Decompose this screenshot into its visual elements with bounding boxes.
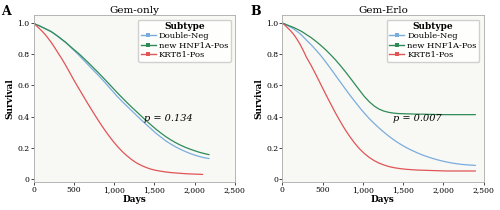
Text: A: A — [2, 5, 12, 18]
Title: Gem-only: Gem-only — [110, 5, 160, 14]
Legend: Double-Neg, new HNF1A-Pos, KRT81-Pos: Double-Neg, new HNF1A-Pos, KRT81-Pos — [386, 20, 480, 62]
Text: B: B — [250, 5, 261, 18]
Legend: Double-Neg, new HNF1A-Pos, KRT81-Pos: Double-Neg, new HNF1A-Pos, KRT81-Pos — [138, 20, 230, 62]
Y-axis label: Survival: Survival — [254, 78, 264, 119]
X-axis label: Days: Days — [371, 196, 395, 205]
Text: p = 0.134: p = 0.134 — [144, 114, 193, 123]
Title: Gem-Erlo: Gem-Erlo — [358, 5, 408, 14]
X-axis label: Days: Days — [122, 196, 146, 205]
Y-axis label: Survival: Survival — [6, 78, 15, 119]
Text: p = 0.007: p = 0.007 — [393, 114, 442, 123]
